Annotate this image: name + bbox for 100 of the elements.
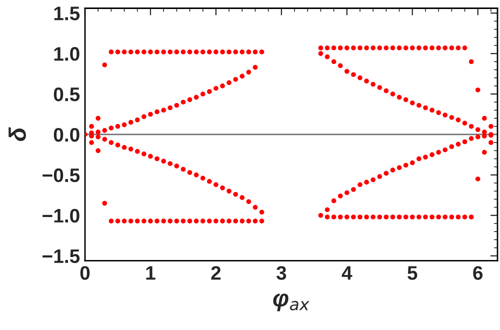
- point: [180, 50, 186, 54]
- y-axis-title: δ: [8, 127, 26, 142]
- point: [207, 179, 212, 184]
- point: [351, 45, 356, 50]
- point: [122, 50, 127, 54]
- point: [102, 136, 108, 142]
- point: [344, 45, 350, 50]
- point: [430, 108, 434, 113]
- point: [462, 139, 468, 144]
- point: [128, 218, 134, 224]
- point: [416, 214, 422, 220]
- y-tick-label: 1.0: [54, 47, 80, 61]
- point: [423, 105, 428, 110]
- point: [168, 161, 173, 166]
- point: [154, 156, 160, 162]
- point: [456, 214, 461, 220]
- point: [102, 128, 108, 133]
- point: [430, 214, 434, 220]
- point: [134, 50, 140, 54]
- point: [207, 218, 212, 224]
- y-tick-label: 0.5: [54, 87, 80, 102]
- point: [233, 192, 238, 197]
- point: [240, 74, 245, 79]
- point: [246, 50, 252, 54]
- point: [344, 214, 350, 220]
- point: [338, 214, 343, 220]
- point: [456, 45, 461, 50]
- point: [154, 109, 160, 114]
- point: [436, 150, 441, 155]
- x-axis-title: φ$_{ax}$: [273, 294, 310, 312]
- point: [214, 182, 218, 188]
- point: [475, 88, 480, 92]
- point: [390, 168, 396, 172]
- point: [416, 156, 422, 162]
- point: [128, 50, 134, 54]
- point: [351, 214, 356, 220]
- point: [338, 194, 343, 198]
- point: [246, 199, 252, 204]
- point: [324, 45, 330, 50]
- point: [194, 50, 199, 54]
- point: [214, 86, 218, 91]
- point: [259, 218, 264, 224]
- point: [390, 45, 396, 50]
- point: [168, 218, 173, 224]
- point: [200, 92, 206, 96]
- point: [246, 218, 252, 224]
- point: [351, 187, 356, 192]
- point: [187, 97, 192, 102]
- point: [331, 45, 336, 50]
- point: [344, 190, 350, 196]
- point: [331, 214, 336, 220]
- point: [187, 50, 192, 54]
- point: [462, 214, 468, 220]
- point: [377, 214, 382, 220]
- point: [174, 102, 180, 108]
- y-tick-label: 1.5: [54, 6, 80, 20]
- point: [482, 134, 487, 138]
- point: [358, 182, 362, 188]
- point: [436, 214, 441, 220]
- point: [442, 45, 448, 50]
- point: [142, 151, 146, 156]
- point: [358, 45, 362, 50]
- point: [122, 122, 127, 128]
- point: [351, 72, 356, 78]
- point: [187, 218, 192, 224]
- point: [200, 218, 206, 224]
- point: [233, 77, 238, 82]
- x-tick-label: 1: [146, 266, 156, 280]
- point: [430, 152, 434, 158]
- point: [396, 214, 402, 220]
- x-tick-label: 3: [276, 266, 286, 280]
- point: [233, 218, 238, 224]
- point: [344, 68, 350, 74]
- point: [108, 140, 114, 145]
- point: [168, 105, 173, 110]
- point: [115, 218, 120, 224]
- point: [108, 126, 114, 130]
- point: [468, 59, 474, 64]
- point: [482, 150, 487, 155]
- point: [468, 214, 474, 220]
- point: [338, 63, 343, 68]
- point: [148, 112, 153, 117]
- point: [442, 147, 448, 152]
- point: [449, 45, 454, 50]
- point: [449, 144, 454, 150]
- y-tick-label: −0.5: [42, 168, 80, 182]
- point: [318, 51, 324, 56]
- point: [240, 218, 245, 224]
- point: [475, 134, 480, 140]
- point: [207, 50, 212, 54]
- point: [220, 185, 225, 190]
- point: [194, 94, 199, 100]
- point: [180, 218, 186, 224]
- point: [416, 102, 422, 108]
- point: [128, 146, 134, 152]
- point: [134, 218, 140, 224]
- point: [161, 50, 166, 54]
- point: [370, 82, 376, 87]
- point: [226, 80, 232, 86]
- point: [423, 154, 428, 160]
